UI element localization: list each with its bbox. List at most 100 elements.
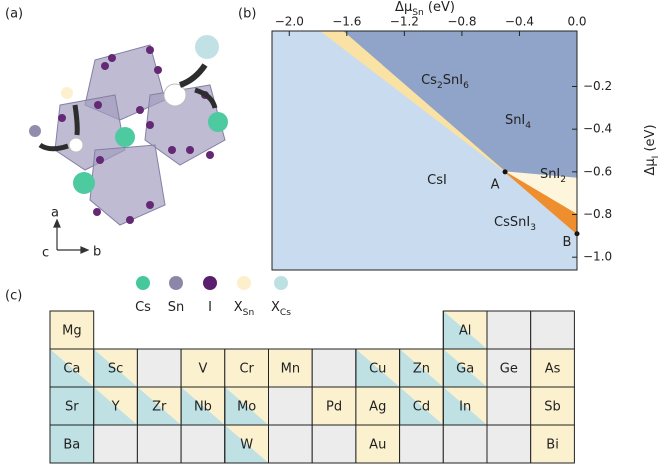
element-symbol: V (198, 362, 207, 377)
element-cell-split (224, 387, 269, 425)
vacancy (163, 83, 187, 107)
atom (29, 125, 41, 137)
element-cell (93, 424, 138, 464)
element-cell-split (399, 349, 444, 387)
legend-label-part: Cs (280, 308, 291, 318)
region-label-part: CsSnI (494, 215, 530, 230)
element-symbol: Ba (63, 438, 80, 453)
element-cell-split (137, 387, 182, 425)
element-cell (268, 348, 313, 388)
legend-label-part: X (271, 300, 280, 315)
arrow (72, 104, 80, 136)
y-tick-label: −0.2 (583, 79, 612, 93)
element-cell (136, 424, 182, 464)
panel-label: (c) (5, 289, 22, 304)
arrow (178, 63, 208, 88)
legend-label: XSn (234, 300, 254, 318)
legend-label-part: I (208, 300, 212, 315)
x-tick-label: −1.2 (390, 15, 419, 29)
element-cell (49, 386, 95, 426)
legend-swatch (169, 276, 183, 290)
element-symbol: Sc (108, 362, 123, 377)
y-tick-label: −0.6 (583, 164, 612, 178)
element-cell-split (443, 311, 487, 349)
element-cell (486, 424, 532, 464)
legend-label-part: Cs (135, 300, 151, 315)
x-axis-label-part: Sn (412, 8, 424, 18)
element-symbol: Al (459, 324, 472, 339)
y-tick-label: −1.0 (583, 250, 612, 264)
y-axis-label-part: I (651, 156, 661, 159)
element-symbol: Nb (194, 400, 212, 415)
element-cell (136, 348, 182, 388)
y-axis-label-part: Δμ (643, 158, 658, 175)
element-cell (49, 424, 95, 464)
axis-letter: a (51, 206, 59, 221)
x-tick-label: 0.0 (567, 15, 586, 29)
x-tick-label: −0.4 (505, 15, 534, 29)
panel-label: (a) (5, 7, 23, 22)
vacancy (68, 137, 84, 153)
element-cell (530, 424, 575, 464)
element-symbol: Cd (413, 400, 430, 415)
legend-label: I (208, 300, 212, 315)
element-cell-split (50, 349, 94, 387)
iodine-atoms (58, 46, 214, 224)
legend-label-part: X (234, 300, 243, 315)
element-cell (530, 386, 575, 426)
element-symbol: Ga (456, 362, 474, 377)
element-cell (268, 386, 313, 426)
point (502, 169, 508, 175)
element-cell (311, 348, 357, 388)
element-cell-split (93, 349, 138, 387)
region-label-part: SnI (505, 113, 525, 128)
element-symbol: Cr (239, 362, 254, 377)
legend-label: Sn (168, 300, 185, 315)
legend-swatch (136, 276, 150, 290)
element-symbol: Sb (544, 400, 561, 415)
element-symbol: Mo (237, 400, 256, 415)
element-symbol: Mg (62, 324, 81, 339)
element-cell (224, 348, 270, 388)
y-tick-label: −0.4 (583, 122, 612, 136)
element-symbol: Ag (369, 400, 386, 415)
element-cell (355, 424, 401, 464)
element-symbol: Cu (369, 362, 386, 377)
x-axis-label-part: Δμ (395, 0, 412, 15)
region-label-part: 6 (463, 81, 469, 91)
legend-swatch (274, 276, 288, 290)
x-tick-label: −1.6 (332, 15, 361, 29)
atom (195, 35, 219, 59)
element-cell (311, 424, 357, 464)
legend-swatch (203, 276, 217, 290)
arrow (38, 142, 69, 152)
atom (208, 112, 228, 132)
element-cell-split (181, 387, 225, 425)
element-symbol: As (545, 362, 561, 377)
element-cell-split (399, 387, 444, 425)
axis-letter: c (42, 246, 49, 261)
element-cell (180, 424, 226, 464)
region-label: CsI (427, 173, 447, 188)
element-symbol: Zn (413, 362, 430, 377)
element-symbol: In (459, 400, 471, 415)
element-symbol: Sr (65, 400, 79, 415)
legend-label-part: Sn (168, 300, 185, 315)
plot-frame (271, 30, 578, 271)
crystal-illustration (29, 35, 228, 226)
legend-label: Cs (135, 300, 151, 315)
element-cell-split (355, 349, 400, 387)
element-symbol: Bi (546, 438, 559, 453)
y-axis-label-part: (eV) (643, 124, 658, 155)
region-label-part: Cs (421, 73, 437, 88)
region-label: CsSnI3 (494, 215, 536, 233)
region-label-part: 2 (560, 175, 566, 185)
region-label: SnI4 (505, 113, 531, 131)
legend-label-part: Sn (243, 308, 255, 318)
element-symbol: Ge (500, 362, 518, 377)
element-symbol: Zr (152, 400, 167, 415)
region-label-part: CsI (427, 173, 447, 188)
